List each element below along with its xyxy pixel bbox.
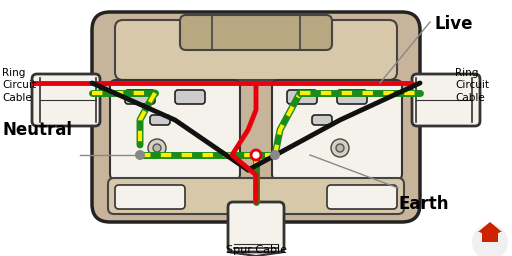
FancyBboxPatch shape: [412, 74, 480, 126]
FancyBboxPatch shape: [115, 185, 185, 209]
FancyBboxPatch shape: [115, 20, 397, 80]
FancyBboxPatch shape: [482, 232, 498, 242]
Circle shape: [270, 150, 280, 160]
FancyBboxPatch shape: [108, 178, 404, 214]
Text: Earth: Earth: [398, 195, 449, 213]
FancyBboxPatch shape: [228, 202, 284, 252]
Circle shape: [153, 144, 161, 152]
Text: Neutral: Neutral: [2, 121, 72, 139]
Circle shape: [135, 150, 145, 160]
Circle shape: [148, 139, 166, 157]
Circle shape: [472, 224, 508, 256]
FancyBboxPatch shape: [327, 185, 397, 209]
Text: Spur Cable: Spur Cable: [225, 245, 287, 255]
FancyBboxPatch shape: [287, 90, 317, 104]
FancyBboxPatch shape: [175, 90, 205, 104]
Text: Ring
Circuit
Cable: Ring Circuit Cable: [455, 68, 489, 103]
FancyBboxPatch shape: [110, 80, 240, 180]
Polygon shape: [480, 224, 500, 233]
Text: Ring
Circuit
Cable: Ring Circuit Cable: [2, 68, 36, 103]
FancyBboxPatch shape: [272, 80, 402, 180]
Text: Live: Live: [435, 15, 474, 33]
Circle shape: [336, 144, 344, 152]
FancyBboxPatch shape: [180, 15, 332, 50]
FancyBboxPatch shape: [337, 90, 367, 104]
Circle shape: [251, 150, 261, 160]
FancyBboxPatch shape: [92, 12, 420, 222]
FancyBboxPatch shape: [125, 90, 155, 104]
FancyBboxPatch shape: [312, 115, 332, 125]
FancyBboxPatch shape: [32, 74, 100, 126]
Circle shape: [331, 139, 349, 157]
FancyBboxPatch shape: [483, 233, 497, 242]
Polygon shape: [478, 222, 502, 232]
FancyBboxPatch shape: [150, 115, 170, 125]
